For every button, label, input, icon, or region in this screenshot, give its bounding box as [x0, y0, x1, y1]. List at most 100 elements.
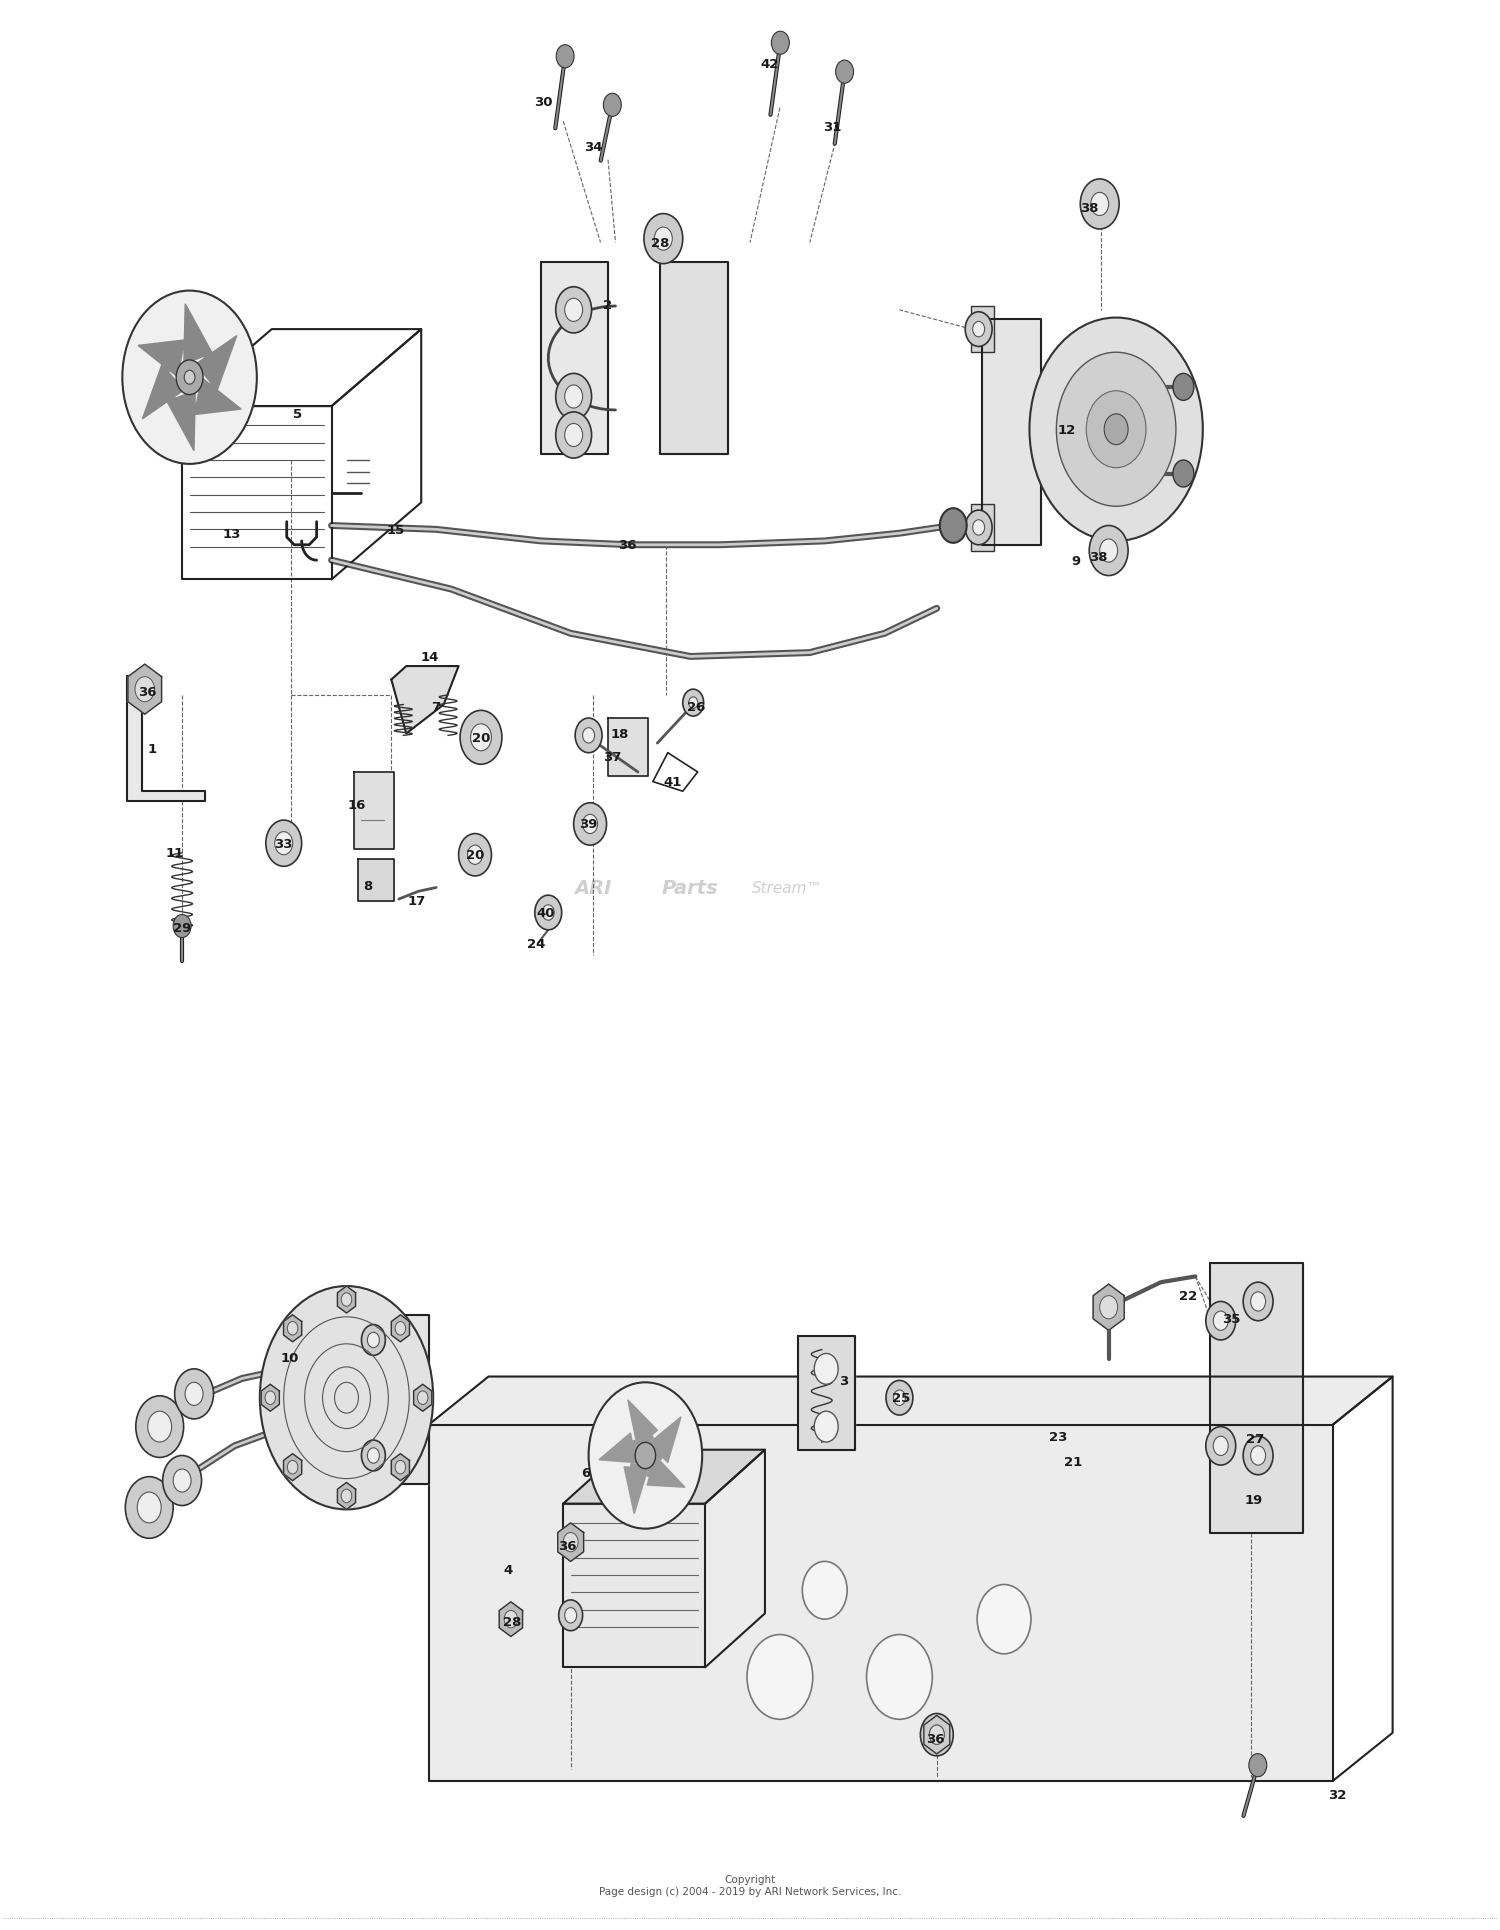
Circle shape: [266, 820, 302, 867]
Circle shape: [921, 1714, 952, 1756]
Circle shape: [135, 677, 154, 703]
Text: 36: 36: [618, 538, 636, 552]
Circle shape: [964, 511, 992, 546]
Circle shape: [459, 834, 492, 876]
Text: Copyright
Page design (c) 2004 - 2019 by ARI Network Services, Inc.: Copyright Page design (c) 2004 - 2019 by…: [598, 1874, 902, 1895]
Polygon shape: [128, 664, 162, 714]
Text: 38: 38: [1080, 203, 1098, 214]
Circle shape: [1214, 1436, 1228, 1455]
Bar: [970, 307, 993, 353]
Circle shape: [940, 510, 966, 544]
Circle shape: [394, 1322, 405, 1336]
Circle shape: [184, 1382, 202, 1405]
Circle shape: [836, 62, 854, 85]
Circle shape: [564, 299, 582, 322]
Text: 18: 18: [610, 728, 628, 741]
Circle shape: [588, 1382, 702, 1529]
FancyArrow shape: [142, 365, 184, 419]
Circle shape: [747, 1635, 813, 1720]
Circle shape: [1206, 1301, 1236, 1339]
Polygon shape: [660, 262, 728, 455]
FancyArrow shape: [624, 1465, 648, 1513]
Text: 28: 28: [503, 1615, 522, 1627]
Text: 39: 39: [579, 818, 598, 832]
Polygon shape: [392, 1314, 410, 1341]
Text: 35: 35: [1222, 1312, 1240, 1326]
Circle shape: [1089, 527, 1128, 577]
Text: ARI: ARI: [574, 878, 612, 897]
Circle shape: [930, 1725, 945, 1745]
Circle shape: [1090, 193, 1108, 216]
Text: 30: 30: [534, 96, 554, 110]
Polygon shape: [128, 676, 204, 801]
Circle shape: [126, 1476, 172, 1538]
Text: 3: 3: [840, 1374, 849, 1388]
Polygon shape: [338, 1482, 356, 1509]
Circle shape: [867, 1635, 933, 1720]
Text: 33: 33: [274, 838, 292, 851]
Circle shape: [574, 718, 602, 753]
Text: 36: 36: [138, 685, 158, 699]
Circle shape: [555, 413, 591, 459]
Polygon shape: [284, 1314, 302, 1341]
Text: 6: 6: [580, 1467, 590, 1480]
Circle shape: [630, 1581, 690, 1658]
Circle shape: [964, 313, 992, 347]
Circle shape: [176, 361, 202, 396]
Circle shape: [1250, 1754, 1268, 1778]
Polygon shape: [542, 262, 608, 455]
Text: 8: 8: [363, 880, 372, 892]
Text: 19: 19: [1245, 1494, 1263, 1507]
Circle shape: [274, 832, 292, 855]
FancyArrow shape: [628, 1399, 657, 1448]
Text: 21: 21: [1064, 1455, 1082, 1469]
Polygon shape: [500, 1602, 522, 1637]
Circle shape: [603, 95, 621, 118]
FancyArrow shape: [184, 305, 213, 365]
Text: 22: 22: [1179, 1289, 1197, 1303]
Circle shape: [543, 905, 554, 921]
Text: 1: 1: [147, 743, 158, 757]
Text: 16: 16: [348, 799, 366, 813]
Circle shape: [123, 291, 256, 465]
Circle shape: [162, 1455, 201, 1505]
FancyArrow shape: [138, 342, 184, 378]
Polygon shape: [924, 1716, 950, 1754]
Polygon shape: [981, 320, 1041, 546]
Circle shape: [555, 374, 591, 421]
Text: 25: 25: [892, 1392, 910, 1405]
Circle shape: [362, 1440, 386, 1471]
Circle shape: [894, 1390, 906, 1405]
Text: Parts: Parts: [662, 878, 718, 897]
Circle shape: [468, 845, 483, 865]
Circle shape: [536, 896, 561, 930]
Circle shape: [644, 214, 682, 264]
Circle shape: [564, 1608, 576, 1623]
Circle shape: [1080, 179, 1119, 230]
Text: 11: 11: [165, 847, 184, 861]
Circle shape: [688, 697, 698, 708]
Text: 41: 41: [663, 776, 681, 789]
Circle shape: [556, 46, 574, 69]
Circle shape: [573, 803, 606, 845]
Text: 31: 31: [824, 122, 842, 135]
Circle shape: [1244, 1436, 1274, 1475]
Circle shape: [136, 1395, 183, 1457]
Circle shape: [342, 1490, 351, 1503]
Circle shape: [1214, 1310, 1228, 1330]
Circle shape: [362, 1324, 386, 1355]
Circle shape: [815, 1353, 839, 1384]
Circle shape: [1086, 392, 1146, 469]
Circle shape: [1206, 1426, 1236, 1465]
Circle shape: [471, 724, 492, 751]
Polygon shape: [798, 1336, 855, 1449]
Bar: [368, 1320, 386, 1359]
Circle shape: [1251, 1446, 1266, 1465]
Circle shape: [802, 1561, 847, 1619]
Circle shape: [1100, 540, 1118, 564]
Circle shape: [1173, 374, 1194, 401]
Text: 36: 36: [558, 1540, 578, 1552]
Circle shape: [634, 1442, 656, 1469]
Polygon shape: [392, 666, 459, 733]
FancyArrow shape: [195, 336, 237, 392]
